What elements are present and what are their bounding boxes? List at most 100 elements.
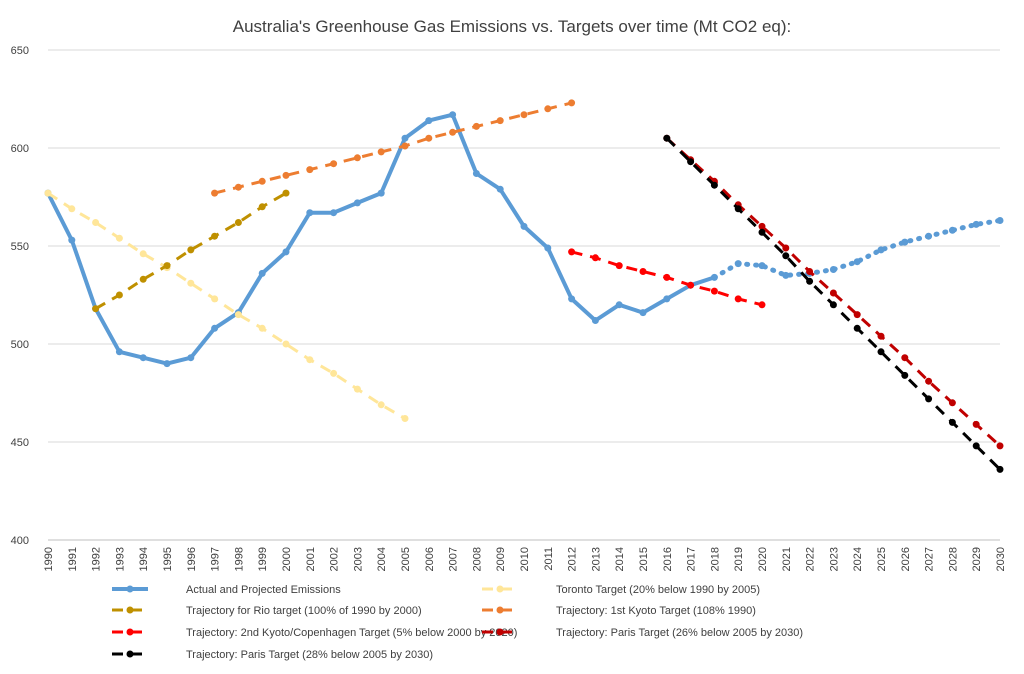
data-point-6-2026 bbox=[901, 354, 909, 362]
data-point-1-2028 bbox=[948, 226, 956, 234]
data-point-2-1992 bbox=[92, 219, 100, 226]
y-tick-label-500: 500 bbox=[11, 339, 29, 351]
x-tick-label-1990: 1990 bbox=[43, 547, 55, 571]
x-tick-label-2027: 2027 bbox=[924, 547, 936, 571]
data-point-2-2000 bbox=[282, 340, 290, 348]
legend-item-4: Trajectory: 2nd Kyoto/Copenhagen Target … bbox=[112, 627, 517, 639]
data-point-6-2020 bbox=[758, 222, 766, 230]
data-point-4-2012 bbox=[568, 99, 576, 107]
data-point-2-2001 bbox=[306, 356, 314, 364]
legend-swatch-marker-3 bbox=[496, 606, 504, 614]
series-5 bbox=[568, 248, 766, 309]
data-point-5-2014 bbox=[615, 262, 623, 270]
data-point-2-1996 bbox=[187, 279, 195, 287]
data-point-3-1996 bbox=[187, 246, 195, 254]
data-point-2-1994 bbox=[139, 250, 147, 258]
data-point-6-2029 bbox=[972, 420, 980, 428]
legend-label-0: Actual and Projected Emissions bbox=[186, 584, 341, 596]
legend-item-6: Trajectory: Paris Target (28% below 2005… bbox=[112, 649, 433, 661]
data-point-4-2005 bbox=[401, 142, 409, 150]
x-tick-label-2016: 2016 bbox=[662, 547, 674, 571]
data-point-7-2023 bbox=[829, 301, 837, 309]
legend-swatch-marker-2 bbox=[126, 606, 134, 614]
data-point-5-2016 bbox=[663, 273, 671, 281]
data-point-7-2029 bbox=[972, 442, 980, 450]
data-point-4-1997 bbox=[211, 189, 219, 197]
data-point-7-2026 bbox=[901, 371, 909, 379]
legend-item-5: Trajectory: Paris Target (26% below 2005… bbox=[482, 627, 803, 639]
data-point-5-2013 bbox=[591, 254, 599, 262]
data-point-4-2006 bbox=[425, 134, 433, 142]
data-point-7-2018 bbox=[710, 181, 718, 189]
data-point-6-2025 bbox=[877, 332, 885, 340]
data-point-0-1997 bbox=[211, 324, 219, 332]
legend-label-3: Trajectory: 1st Kyoto Target (108% 1990) bbox=[556, 605, 756, 617]
gridlines bbox=[48, 49, 1000, 443]
x-tick-label-2013: 2013 bbox=[590, 547, 602, 571]
x-tick-label-2003: 2003 bbox=[352, 547, 364, 571]
data-point-5-2019 bbox=[734, 295, 742, 303]
series-line-1 bbox=[711, 218, 1003, 280]
data-point-6-2022 bbox=[806, 268, 814, 275]
data-point-2-2003 bbox=[353, 385, 361, 393]
y-tick-label-650: 650 bbox=[11, 45, 29, 57]
legend-label-4: Trajectory: 2nd Kyoto/Copenhagen Target … bbox=[186, 627, 517, 639]
x-tick-label-2010: 2010 bbox=[519, 547, 531, 571]
data-point-4-2000 bbox=[282, 171, 290, 179]
x-tick-label-2005: 2005 bbox=[400, 547, 412, 571]
data-point-3-1995 bbox=[163, 262, 171, 270]
x-tick-label-1998: 1998 bbox=[233, 547, 245, 571]
data-point-5-2020 bbox=[758, 301, 766, 309]
data-point-4-1999 bbox=[258, 177, 266, 185]
data-point-2-1999 bbox=[258, 324, 266, 332]
x-tick-label-2011: 2011 bbox=[543, 547, 555, 571]
data-point-4-1998 bbox=[234, 183, 242, 191]
x-tick-label-2001: 2001 bbox=[305, 547, 317, 571]
data-point-7-2016 bbox=[663, 134, 671, 142]
data-point-3-1992 bbox=[92, 305, 100, 313]
data-point-2-2005 bbox=[401, 415, 409, 422]
data-point-2-2004 bbox=[377, 401, 385, 409]
series-1 bbox=[711, 217, 1004, 280]
data-point-2-1997 bbox=[211, 295, 219, 303]
data-point-4-2001 bbox=[306, 166, 314, 174]
x-tick-label-2009: 2009 bbox=[495, 547, 507, 571]
x-tick-label-2015: 2015 bbox=[638, 547, 650, 571]
data-point-0-2002 bbox=[330, 209, 338, 217]
x-tick-label-1997: 1997 bbox=[210, 547, 222, 571]
series-line-2 bbox=[47, 191, 406, 420]
data-point-1-2030 bbox=[996, 217, 1004, 224]
data-point-0-1991 bbox=[68, 236, 76, 244]
data-point-3-2000 bbox=[282, 189, 290, 197]
x-tick-label-2023: 2023 bbox=[828, 547, 840, 571]
x-tick-label-2022: 2022 bbox=[805, 547, 817, 571]
axes: 400 450 500 550 600 650 1990 1991 1992 1993 1994 19… bbox=[11, 45, 1007, 571]
data-point-0-2013 bbox=[591, 317, 599, 324]
data-point-6-2023 bbox=[829, 289, 837, 297]
data-point-3-1993 bbox=[115, 291, 123, 299]
legend-label-6: Trajectory: Paris Target (28% below 2005… bbox=[186, 649, 433, 661]
data-point-7-2030 bbox=[996, 465, 1004, 473]
legend-swatch-marker-5 bbox=[496, 628, 504, 636]
x-tick-label-2018: 2018 bbox=[709, 547, 721, 571]
data-point-7-2027 bbox=[925, 395, 933, 403]
data-point-1-2023 bbox=[829, 266, 837, 273]
x-tick-label-2019: 2019 bbox=[733, 547, 745, 571]
data-point-7-2020 bbox=[758, 228, 766, 236]
legend-swatch-marker-0 bbox=[126, 585, 134, 593]
data-point-0-2009 bbox=[496, 185, 504, 193]
x-tick-label-2014: 2014 bbox=[614, 547, 626, 571]
y-tick-label-550: 550 bbox=[11, 241, 29, 253]
x-tick-label-2006: 2006 bbox=[424, 547, 436, 571]
data-point-2-1993 bbox=[115, 234, 123, 242]
data-point-4-2008 bbox=[472, 122, 480, 130]
x-tick-label-2000: 2000 bbox=[281, 547, 293, 571]
data-point-6-2028 bbox=[948, 399, 956, 407]
data-point-2-1998 bbox=[234, 311, 242, 319]
data-point-0-2001 bbox=[306, 209, 314, 217]
data-point-0-2015 bbox=[639, 309, 647, 317]
series-4 bbox=[211, 99, 576, 197]
series-7 bbox=[663, 134, 1004, 473]
